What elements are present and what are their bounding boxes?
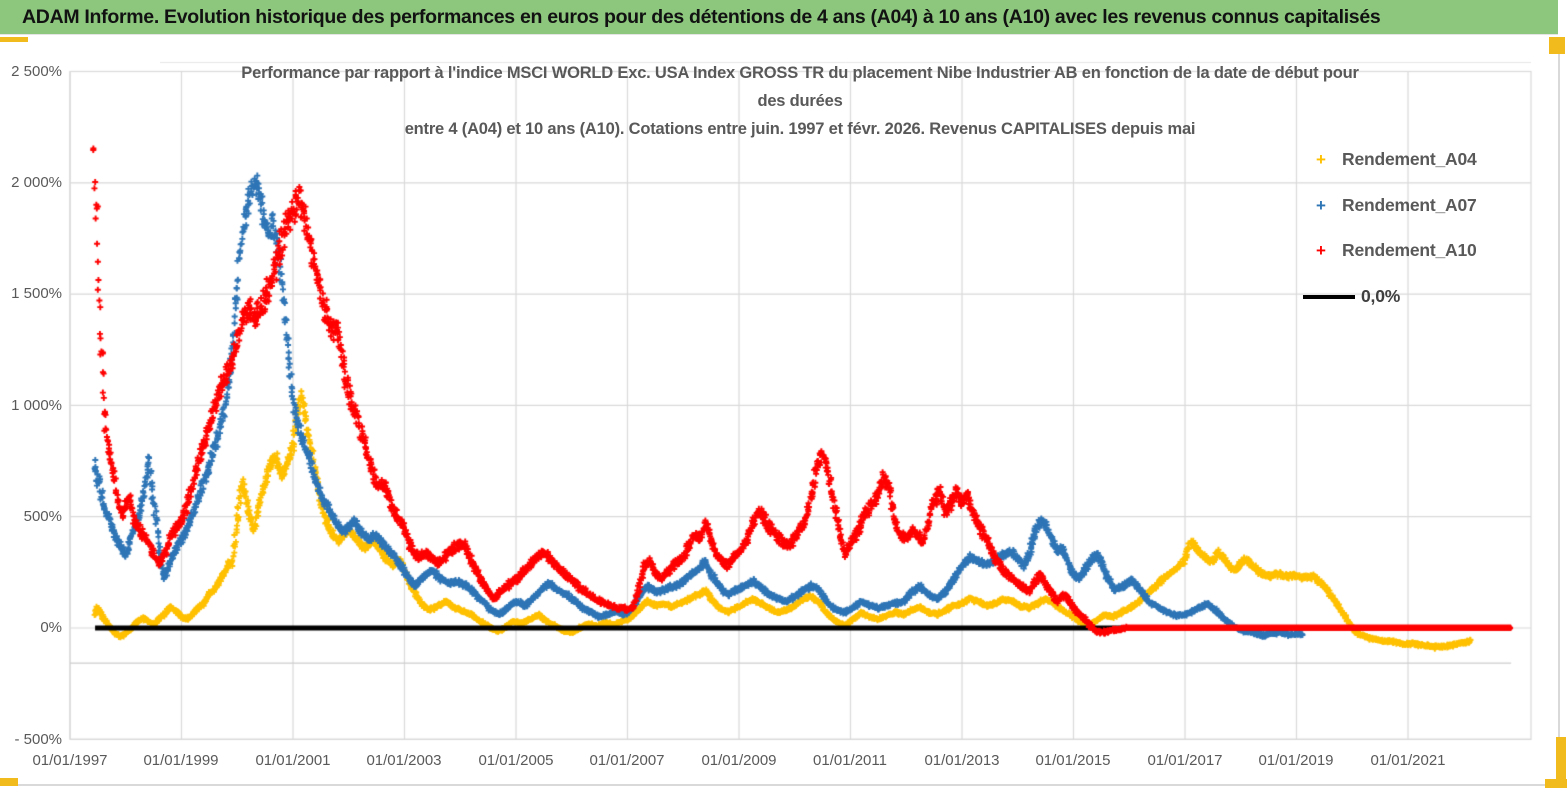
chart-title-line-1: Performance par rapport à l'indice MSCI …: [241, 64, 1359, 82]
gold-accent-top-left: [0, 37, 28, 42]
x-tick-2007: 01/01/2007: [589, 752, 665, 769]
legend-item-zero-line: 0,0%: [1303, 286, 1400, 307]
x-tick-1999: 01/01/1999: [143, 752, 219, 769]
page-border-right: [1558, 37, 1560, 785]
legend-item-rendement-a07: + Rendement_A07: [1306, 195, 1477, 216]
y-tick-500: 500%: [23, 508, 62, 525]
y-tick-neg500: - 500%: [14, 731, 62, 748]
plus-marker-icon: +: [1316, 149, 1326, 169]
legend-label: Rendement_A04: [1342, 149, 1477, 169]
page-border-bottom: [0, 784, 1567, 786]
chart-title-line-3: entre 4 (A04) et 10 ans (A10). Cotations…: [404, 120, 1196, 138]
x-tick-2021: 01/01/2021: [1370, 752, 1446, 769]
chart-title-line-2: des durées: [757, 92, 843, 110]
legend-item-rendement-a04: + Rendement_A04: [1306, 149, 1477, 170]
x-tick-2011: 01/01/2011: [813, 752, 887, 769]
legend-item-rendement-a10: + Rendement_A10: [1306, 240, 1477, 261]
gold-accent-bottom-right-h: [1545, 779, 1567, 788]
legend-label: 0,0%: [1361, 286, 1401, 306]
x-tick-2009: 01/01/2009: [701, 752, 777, 769]
x-tick-2019: 01/01/2019: [1258, 752, 1334, 769]
legend-label: Rendement_A07: [1342, 195, 1477, 215]
gold-accent-top-right: [1549, 37, 1565, 54]
zero-line-sample: [1303, 294, 1355, 299]
x-tick-2005: 01/01/2005: [478, 752, 554, 769]
header-bar: ADAM Informe. Evolution historique des p…: [0, 0, 1558, 35]
x-tick-1997: 01/01/1997: [32, 752, 108, 769]
y-tick-2000: 2 000%: [11, 174, 62, 191]
x-tick-2001: 01/01/2001: [255, 752, 331, 769]
y-tick-1500: 1 500%: [11, 285, 62, 302]
y-tick-1000: 1 000%: [11, 397, 62, 414]
gold-accent-bottom-left: [0, 778, 18, 786]
x-tick-2013: 01/01/2013: [924, 752, 1000, 769]
gold-accent-bottom-right-v: [1556, 737, 1566, 788]
x-tick-2003: 01/01/2003: [366, 752, 442, 769]
x-tick-2017: 01/01/2017: [1147, 752, 1223, 769]
plus-marker-icon: +: [1316, 240, 1326, 260]
y-tick-2500: 2 500%: [11, 63, 62, 80]
legend-label: Rendement_A10: [1342, 240, 1477, 260]
page-title: ADAM Informe. Evolution historique des p…: [22, 5, 1381, 28]
y-tick-0: 0%: [40, 619, 62, 636]
x-tick-2015: 01/01/2015: [1035, 752, 1111, 769]
plus-marker-icon: +: [1316, 195, 1326, 215]
